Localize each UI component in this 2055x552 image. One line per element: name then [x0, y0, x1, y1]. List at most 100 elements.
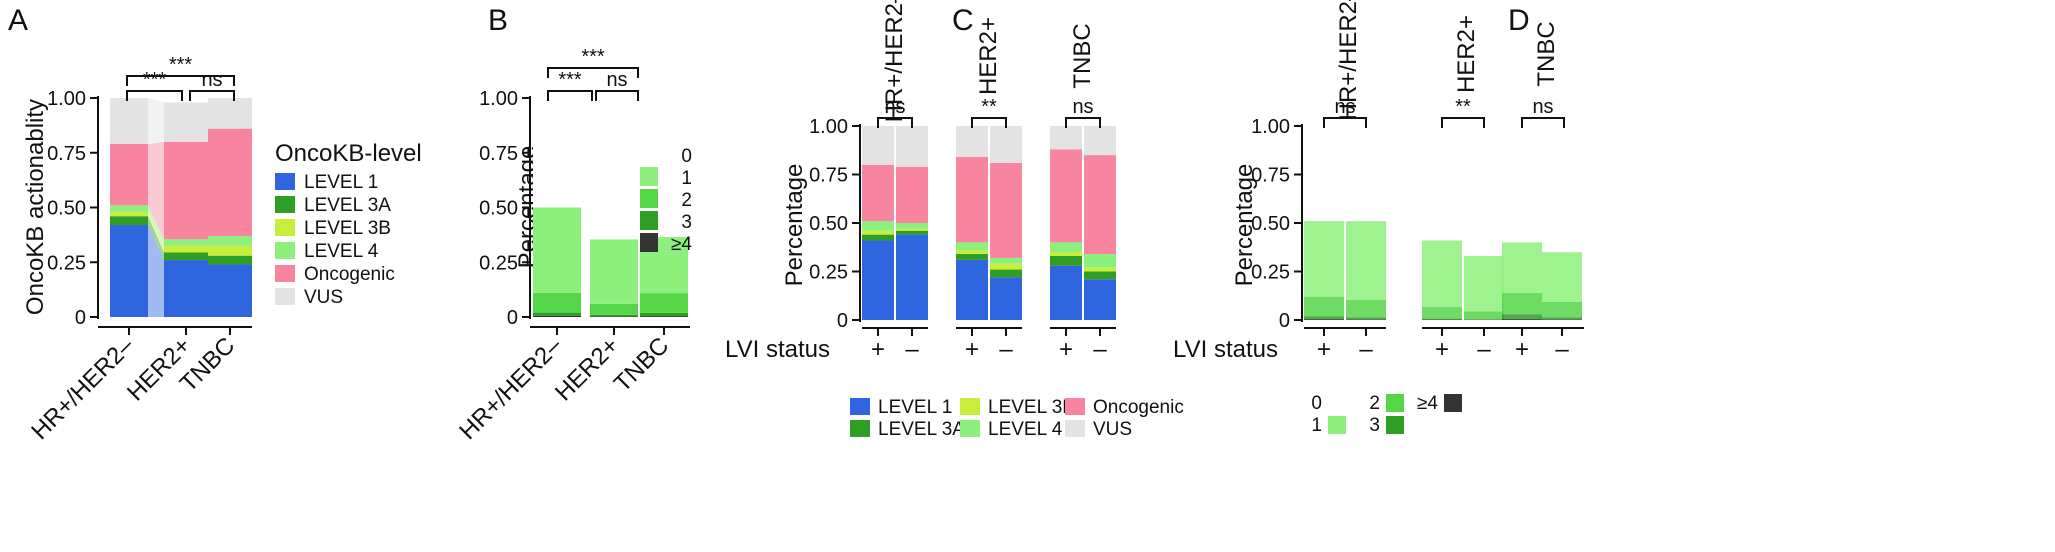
panel-c-legend-label: LEVEL 1	[878, 397, 952, 418]
panel-b-x-tick-label: TNBC	[609, 332, 674, 397]
panel-c-bar-level-3b	[1050, 252, 1082, 256]
panel-d-x-tick-label: –	[1555, 336, 1569, 363]
panel-a-bar-oncogenic	[164, 141, 208, 240]
panel-a-significance-bracket	[189, 90, 235, 101]
panel-a-legend-swatch-level-3b	[275, 219, 295, 236]
panel-c-bar-vus	[1084, 126, 1116, 156]
panel-c-bar-oncogenic	[1084, 155, 1116, 255]
panel-c-bar-level-3b	[1084, 267, 1116, 272]
panel-c-bar-vus	[896, 126, 928, 167]
panel-b-y-tick-label: 0.75	[479, 143, 518, 165]
panel-c-bar-level-3a	[990, 269, 1022, 278]
panel-a-bar-level-3a	[208, 255, 252, 265]
panel-c-legend-label: LEVEL 3B	[988, 397, 1075, 418]
panel-d-bar-0	[1542, 126, 1582, 253]
panel-c-x-tick-label: +	[1059, 336, 1073, 363]
panel-d-bar-1	[1542, 252, 1582, 302]
panel-c-group-label: HR+/HER2–	[881, 0, 908, 122]
panel-d-legend-label: ≥4	[1417, 393, 1438, 414]
panel-b-significance-bracket	[547, 67, 639, 78]
panel-d-bar-2	[1502, 292, 1542, 315]
panel-a-y-tick-label: 0.50	[47, 198, 86, 220]
panel-c-significance-label: ns	[884, 96, 905, 118]
panel-b-legend-label: ≥4	[671, 234, 692, 255]
panel-d-legend-swatch-1	[1328, 416, 1346, 434]
panel-c-significance-bracket	[1065, 117, 1101, 128]
panel-c-legend-label: VUS	[1093, 419, 1132, 440]
panel-b-bar-2	[533, 292, 581, 313]
panel-a-significance-label: ***	[169, 54, 193, 76]
panel-b-significance-bracket	[595, 90, 639, 101]
panel-a-legend-label: Oncogenic	[304, 264, 395, 285]
panel-d-bar-ge4	[1422, 319, 1462, 320]
panel-c-group-label: TNBC	[1069, 23, 1096, 88]
panel-a-significance-label: ***	[143, 69, 167, 91]
panel-c-bar-level-1	[956, 259, 988, 320]
panel-c-bar-level-4	[1084, 254, 1116, 268]
panel-d-x-tick-label: +	[1515, 336, 1529, 363]
panel-d-y-tick-label: 0	[1279, 310, 1290, 332]
panel-a-letter: A	[8, 4, 28, 37]
panel-b-legend-label: 3	[681, 212, 692, 233]
panel-c-bar-level-4	[896, 223, 928, 229]
panel-d-bar-0	[1502, 126, 1542, 243]
panel-d-bar-ge4	[1542, 319, 1582, 320]
panel-d-legend-swatch-2	[1386, 394, 1404, 412]
panel-d-bar-3	[1502, 314, 1542, 320]
panel-d-bar-2	[1346, 299, 1386, 318]
panel-c-y-tick-label: 0.75	[809, 165, 848, 187]
panel-a-bar-level-3b	[208, 245, 252, 256]
panel-d-legend-label: 0	[1311, 393, 1322, 414]
panel-b-bar-0	[533, 98, 581, 208]
panel-c-significance-label: ns	[1072, 96, 1093, 118]
panel-b-legend-label: 0	[681, 146, 692, 167]
panel-c-legend-swatch-level-4	[960, 420, 980, 437]
panel-d-legend-label: 2	[1369, 393, 1380, 414]
panel-a-legend-swatch-level-1	[275, 173, 295, 190]
panel-d-bar-1	[1422, 240, 1462, 308]
panel-a-legend-label: VUS	[304, 287, 343, 308]
panel-d-bar-2	[1542, 301, 1582, 318]
panel-a-bar-level-3a	[164, 252, 208, 261]
panel-b-y-tick-label: 1.00	[479, 88, 518, 110]
panel-a-y-tick-label: 1.00	[47, 88, 86, 110]
panel-b-legend-label: 2	[681, 190, 692, 211]
panel-d-x-tick-label: –	[1477, 336, 1491, 363]
panel-d-significance-bracket	[1441, 117, 1485, 128]
panel-c-significance-bracket	[877, 117, 913, 128]
panel-d-significance-bracket	[1521, 117, 1565, 128]
panel-d-x-tick-label: +	[1317, 336, 1331, 363]
panel-d-significance-label: ns	[1532, 96, 1553, 118]
panel-c-bar-level-3b	[956, 250, 988, 255]
panel-c-y-tick-label: 1.00	[809, 116, 848, 138]
panel-c-y-tick-label: 0	[837, 310, 848, 332]
panel-a-legend-label: LEVEL 4	[304, 241, 379, 262]
panel-a-significance-bracket	[126, 90, 183, 101]
panel-c-x-tick-label: –	[999, 336, 1013, 363]
panel-a-legend-label: LEVEL 1	[304, 172, 378, 193]
panel-a-flow-level-1	[148, 225, 164, 317]
panel-c-x-tick-label: –	[905, 336, 919, 363]
panel-c-legend-label: LEVEL 4	[988, 419, 1063, 440]
panel-c-bar-level-1	[990, 277, 1022, 320]
panel-a-bar-level-3a	[110, 216, 148, 226]
panel-d-y-axis-title: Percentage	[1231, 164, 1258, 287]
panel-a-bar-level-4	[164, 239, 208, 246]
panel-c-bar-vus	[862, 126, 894, 165]
panel-a-bar-vus	[164, 102, 208, 142]
panel-d-bar-1	[1464, 255, 1504, 312]
panel-c-bar-level-4	[956, 242, 988, 251]
panel-a-legend-swatch-level-3a	[275, 196, 295, 213]
panel-c-x-tick-label: +	[871, 336, 885, 363]
panel-b-bar-0	[590, 98, 638, 240]
panel-c-bar-level-1	[862, 240, 894, 320]
panel-b-significance-label: ***	[581, 46, 605, 68]
panel-b-significance-bracket	[547, 90, 593, 101]
panel-d-legend-swatch-ge4	[1444, 394, 1462, 412]
panel-c-legend-swatch-vus	[1065, 420, 1085, 437]
panel-b-bar-3	[533, 312, 581, 316]
panel-c-bar-level-4	[990, 257, 1022, 264]
panel-a-bar-level-1	[110, 225, 148, 317]
panel-b-y-tick-label: 0	[507, 307, 518, 329]
panel-c-legend-label: Oncogenic	[1093, 397, 1184, 418]
